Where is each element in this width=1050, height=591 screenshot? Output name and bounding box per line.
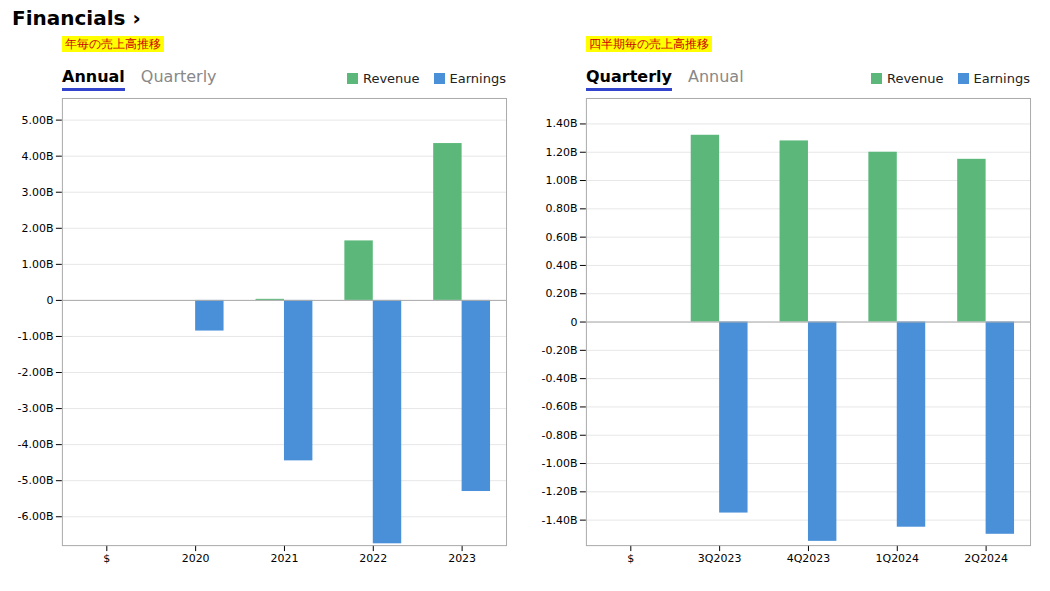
svg-text:1.20B: 1.20B <box>545 146 577 159</box>
html-text:年毎の売上高推移: 年毎の売上高推移 <box>65 37 161 51</box>
svg-text:-0.60B: -0.60B <box>542 400 578 413</box>
svg-text:4Q2023: 4Q2023 <box>787 552 831 565</box>
svg-text:0.40B: 0.40B <box>545 259 577 272</box>
html-text:Annual: Annual <box>688 67 744 86</box>
html-text:Annual: Annual <box>62 67 125 86</box>
svg-text:0.80B: 0.80B <box>545 202 577 215</box>
svg-text:4.00B: 4.00B <box>21 150 53 163</box>
svg-text:1.00B: 1.00B <box>545 174 577 187</box>
svg-text:5.00B: 5.00B <box>21 114 53 127</box>
html-text:Quarterly: Quarterly <box>140 67 217 86</box>
svg-text:-1.40B: -1.40B <box>542 514 578 527</box>
svg-text:-1.00B: -1.00B <box>18 330 54 343</box>
html-text:Financials ›: Financials › <box>12 6 141 30</box>
svg-text:-4.00B: -4.00B <box>18 438 54 451</box>
svg-text:2.00B: 2.00B <box>21 222 53 235</box>
svg-text:-1.20B: -1.20B <box>542 485 578 498</box>
svg-text:0: 0 <box>570 316 577 329</box>
svg-text:-1.00B: -1.00B <box>542 457 578 470</box>
svg-text:-0.80B: -0.80B <box>542 429 578 442</box>
svg-text:0: 0 <box>46 294 53 307</box>
svg-text:-0.40B: -0.40B <box>542 372 578 385</box>
svg-text:-6.00B: -6.00B <box>18 510 54 523</box>
svg-text:1Q2024: 1Q2024 <box>876 552 920 565</box>
html-text:Earnings: Earnings <box>449 71 506 86</box>
svg-text:$: $ <box>103 552 110 565</box>
svg-text:-2.00B: -2.00B <box>18 366 54 379</box>
html-text:Revenue: Revenue <box>887 71 944 86</box>
svg-text:2Q2024: 2Q2024 <box>964 552 1008 565</box>
html-text:Revenue: Revenue <box>363 71 420 86</box>
svg-text:0.60B: 0.60B <box>545 231 577 244</box>
svg-text:2023: 2023 <box>448 552 476 565</box>
svg-text:3.00B: 3.00B <box>21 186 53 199</box>
svg-text:1.00B: 1.00B <box>21 258 53 271</box>
svg-text:-3.00B: -3.00B <box>18 402 54 415</box>
html-text:四半期毎の売上高推移: 四半期毎の売上高推移 <box>589 37 709 51</box>
svg-text:1.40B: 1.40B <box>545 117 577 130</box>
svg-text:$: $ <box>627 552 634 565</box>
svg-text:-0.20B: -0.20B <box>542 344 578 357</box>
svg-text:0.20B: 0.20B <box>545 287 577 300</box>
svg-text:2021: 2021 <box>270 552 298 565</box>
svg-text:2022: 2022 <box>359 552 387 565</box>
svg-text:3Q2023: 3Q2023 <box>698 552 742 565</box>
html-text:Earnings: Earnings <box>973 71 1030 86</box>
svg-text:-5.00B: -5.00B <box>18 474 54 487</box>
html-text:Quarterly: Quarterly <box>586 67 672 86</box>
svg-text:2020: 2020 <box>182 552 210 565</box>
